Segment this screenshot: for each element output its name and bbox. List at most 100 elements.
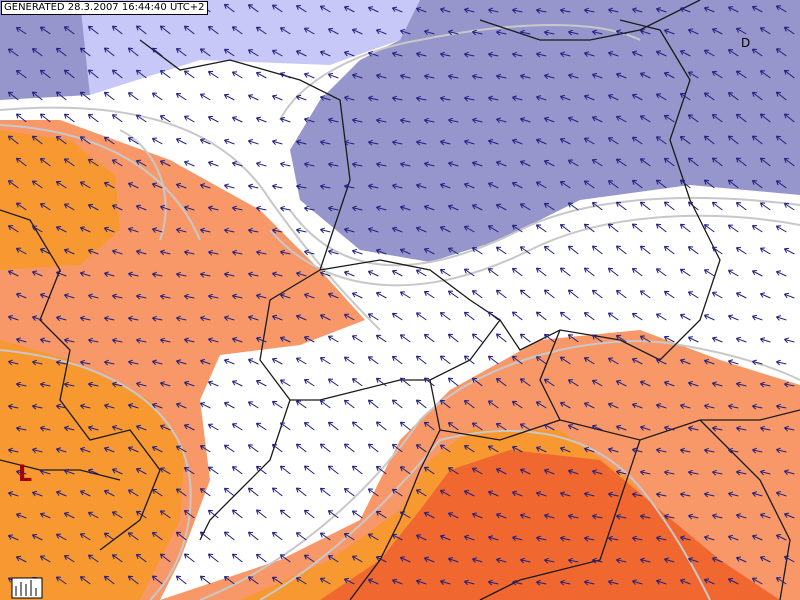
wind-arrow xyxy=(583,51,595,57)
wind-arrow xyxy=(103,136,115,145)
wind-arrow xyxy=(87,511,99,519)
wind-arrow xyxy=(16,381,27,388)
wind-arrow xyxy=(688,469,699,476)
wind-arrow xyxy=(415,444,427,453)
wind-arrow xyxy=(712,469,723,476)
wind-arrow xyxy=(247,49,259,57)
wind-arrow xyxy=(223,138,235,145)
wind-arrow xyxy=(615,29,627,35)
wind-arrow xyxy=(399,466,411,475)
wind-arrow xyxy=(111,25,123,35)
wind-arrow xyxy=(751,48,763,57)
wind-arrow xyxy=(176,315,187,322)
wind-arrow xyxy=(607,402,619,409)
wind-arrow xyxy=(423,204,435,211)
wind-arrow xyxy=(271,49,283,57)
wind-arrow xyxy=(639,335,651,343)
wind-arrow xyxy=(536,51,547,58)
wind-arrow xyxy=(608,535,619,542)
wind-arrow xyxy=(487,490,499,497)
wind-arrow xyxy=(543,116,555,123)
wind-arrow xyxy=(775,577,787,585)
wind-arrow xyxy=(727,6,739,13)
wind-arrow xyxy=(207,509,219,519)
wind-arrow xyxy=(87,293,99,300)
wind-arrow xyxy=(31,48,43,57)
wind-arrow xyxy=(511,445,523,453)
wind-arrow xyxy=(79,490,91,497)
wind-arrow xyxy=(103,489,115,497)
wind-arrow xyxy=(512,51,523,58)
wind-arrow xyxy=(271,357,283,365)
wind-arrow xyxy=(272,227,283,234)
wind-arrow xyxy=(255,509,267,519)
wind-arrow xyxy=(471,512,483,519)
wind-arrow xyxy=(135,114,147,123)
wind-arrow xyxy=(727,577,739,585)
wind-arrow xyxy=(271,576,283,585)
wind-arrow xyxy=(367,313,379,321)
wind-arrow xyxy=(519,378,531,387)
wind-arrow xyxy=(232,205,243,212)
wind-arrow xyxy=(63,468,75,475)
wind-arrow xyxy=(583,312,595,321)
wind-arrow xyxy=(464,579,475,586)
wind-arrow xyxy=(439,399,451,409)
wind-arrow xyxy=(416,95,427,102)
wind-arrow xyxy=(751,534,763,541)
wind-arrow xyxy=(391,183,403,190)
wind-arrow xyxy=(64,381,75,388)
wind-arrow xyxy=(367,270,379,277)
wind-arrow xyxy=(495,246,507,255)
wind-arrow xyxy=(351,292,363,299)
wind-arrow xyxy=(200,227,211,234)
wind-arrow xyxy=(231,26,243,35)
wind-arrow xyxy=(55,47,67,57)
wind-arrow xyxy=(583,223,595,233)
wind-arrow xyxy=(183,70,195,79)
wind-arrow xyxy=(151,137,163,145)
wind-arrow xyxy=(376,117,387,124)
wind-arrow xyxy=(160,293,171,300)
field-red xyxy=(320,450,780,600)
wind-arrow xyxy=(104,315,115,322)
wind-arrow xyxy=(415,6,427,13)
wind-arrow xyxy=(7,135,19,145)
field-orange xyxy=(0,130,120,270)
low-pressure-label: L xyxy=(18,462,33,487)
wind-arrow xyxy=(687,381,699,387)
wind-arrow xyxy=(687,114,699,123)
wind-arrow xyxy=(592,29,603,36)
wind-arrow xyxy=(56,315,67,322)
wind-arrow xyxy=(487,225,499,233)
wind-arrow xyxy=(584,7,595,14)
wind-arrow xyxy=(775,91,787,101)
wind-arrow xyxy=(511,138,523,145)
wind-arrow xyxy=(367,578,379,585)
wind-arrow xyxy=(159,25,171,35)
wind-arrow xyxy=(248,271,259,278)
wind-arrow xyxy=(199,575,211,585)
wind-arrow xyxy=(703,135,715,145)
wind-arrow xyxy=(567,73,579,79)
wind-arrow xyxy=(607,447,619,453)
wind-arrow xyxy=(295,5,307,13)
wind-arrow xyxy=(343,356,355,365)
wind-arrow xyxy=(583,357,595,365)
wind-arrow xyxy=(55,270,67,277)
wind-arrow xyxy=(655,7,667,13)
wind-arrow xyxy=(39,69,51,79)
wind-arrow xyxy=(759,202,771,211)
wind-arrow xyxy=(232,293,243,300)
wind-arrow xyxy=(655,179,667,189)
wind-arrow xyxy=(151,445,163,453)
wind-arrow xyxy=(223,401,235,409)
wind-arrow xyxy=(567,245,579,255)
wind-arrow xyxy=(440,139,451,146)
wind-arrow xyxy=(400,73,411,80)
wind-arrow xyxy=(63,293,75,299)
wind-arrow xyxy=(583,180,595,189)
wind-arrow xyxy=(495,333,507,343)
wind-arrow xyxy=(488,579,499,586)
